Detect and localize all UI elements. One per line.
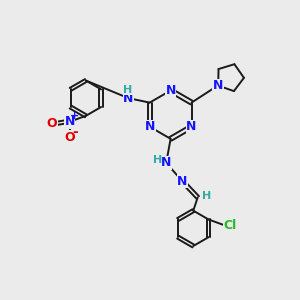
Text: N: N [64,115,75,128]
Text: N: N [177,175,188,188]
Text: H: H [202,191,211,201]
Text: -: - [73,125,78,139]
Text: N: N [145,120,155,133]
Text: N: N [165,84,176,97]
Text: N: N [186,120,197,133]
Text: Cl: Cl [224,219,237,232]
Text: O: O [64,130,75,143]
Text: H: H [123,85,133,95]
Text: N: N [161,157,171,169]
Text: O: O [46,117,57,130]
Text: H: H [153,155,162,165]
Text: N: N [213,79,224,92]
Text: N: N [123,92,134,105]
Text: +: + [70,111,80,122]
